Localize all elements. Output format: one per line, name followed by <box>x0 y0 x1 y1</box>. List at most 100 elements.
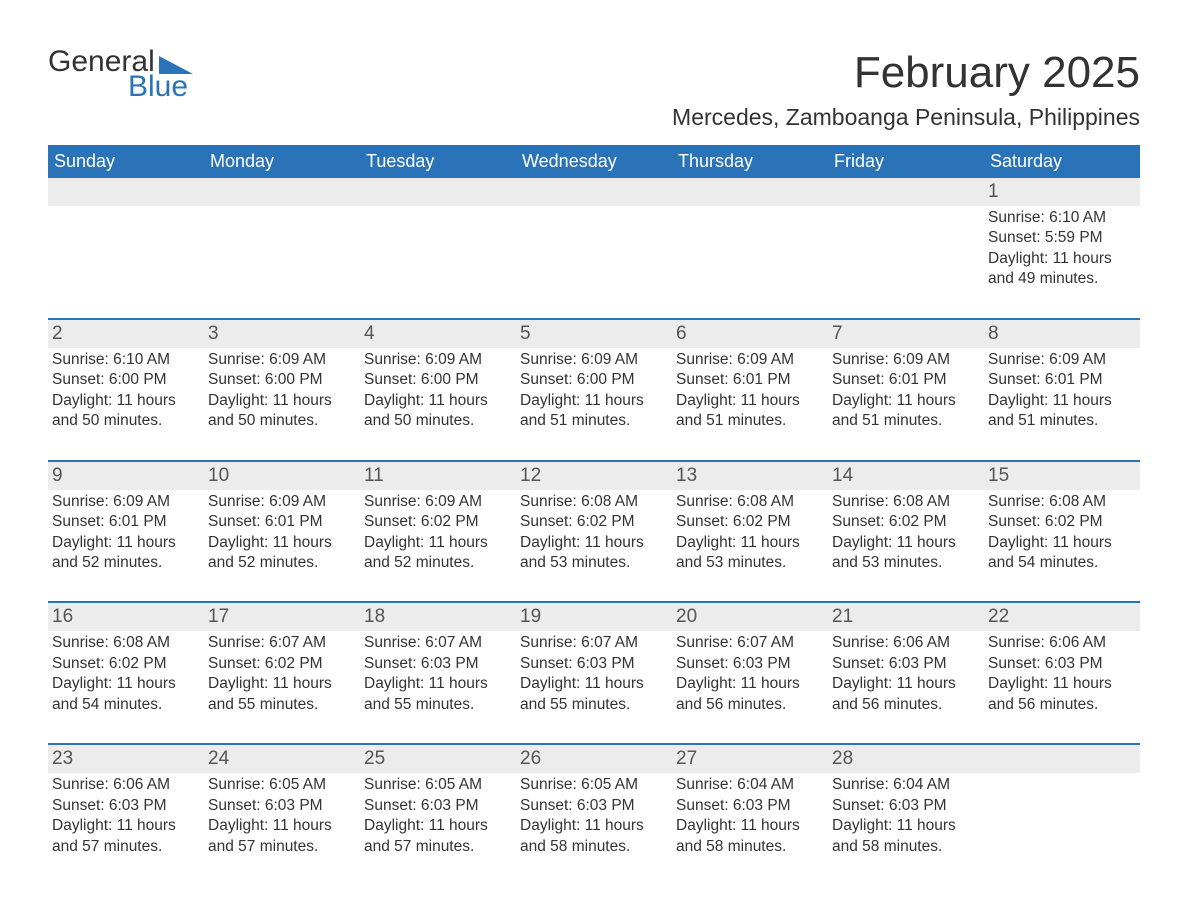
day-detail-line: Sunset: 6:03 PM <box>520 796 668 816</box>
day-detail-cell: Sunrise: 6:09 AMSunset: 6:00 PMDaylight:… <box>204 348 360 460</box>
day-detail-line: Sunrise: 6:10 AM <box>52 350 200 370</box>
day-number: 15 <box>984 462 1140 490</box>
day-detail-cell: Sunrise: 6:04 AMSunset: 6:03 PMDaylight:… <box>672 773 828 875</box>
day-number: 8 <box>984 320 1140 348</box>
day-number: 17 <box>204 603 360 631</box>
detail-row: Sunrise: 6:09 AMSunset: 6:01 PMDaylight:… <box>48 490 1140 602</box>
day-detail-line: Daylight: 11 hours <box>364 674 512 694</box>
weeks-container: 1Sunrise: 6:10 AMSunset: 5:59 PMDaylight… <box>48 178 1140 875</box>
day-detail-line: Sunset: 6:00 PM <box>208 370 356 390</box>
day-detail-line: Sunrise: 6:04 AM <box>832 775 980 795</box>
day-detail-line: Daylight: 11 hours <box>520 816 668 836</box>
detail-row: Sunrise: 6:06 AMSunset: 6:03 PMDaylight:… <box>48 773 1140 875</box>
day-detail-line: Sunrise: 6:05 AM <box>364 775 512 795</box>
day-detail-line: and 58 minutes. <box>676 837 824 857</box>
day-detail-line: Sunset: 6:03 PM <box>832 654 980 674</box>
day-detail-line: Daylight: 11 hours <box>832 816 980 836</box>
day-detail-cell <box>204 206 360 318</box>
day-detail-line: Sunrise: 6:09 AM <box>832 350 980 370</box>
day-detail-cell: Sunrise: 6:07 AMSunset: 6:03 PMDaylight:… <box>672 631 828 743</box>
day-detail-line: and 53 minutes. <box>520 553 668 573</box>
day-detail-cell: Sunrise: 6:09 AMSunset: 6:00 PMDaylight:… <box>360 348 516 460</box>
day-detail-line: Daylight: 11 hours <box>208 533 356 553</box>
day-detail-line: and 56 minutes. <box>988 695 1136 715</box>
day-detail-line: Daylight: 11 hours <box>832 391 980 411</box>
day-detail-line: Sunrise: 6:07 AM <box>676 633 824 653</box>
day-detail-line: Sunset: 6:02 PM <box>676 512 824 532</box>
day-number: 11 <box>360 462 516 490</box>
day-detail-cell: Sunrise: 6:06 AMSunset: 6:03 PMDaylight:… <box>984 631 1140 743</box>
day-number: 19 <box>516 603 672 631</box>
day-number <box>48 178 204 206</box>
daynum-band: 9101112131415 <box>48 460 1140 490</box>
day-detail-line: and 51 minutes. <box>832 411 980 431</box>
day-detail-line: Sunrise: 6:04 AM <box>676 775 824 795</box>
day-number: 25 <box>360 745 516 773</box>
day-detail-line: Sunrise: 6:05 AM <box>208 775 356 795</box>
title-block: February 2025 Mercedes, Zamboanga Penins… <box>672 48 1140 131</box>
day-detail-line: and 57 minutes. <box>364 837 512 857</box>
day-detail-line: Sunset: 6:01 PM <box>208 512 356 532</box>
day-detail-line: and 53 minutes. <box>832 553 980 573</box>
day-detail-line: Sunrise: 6:09 AM <box>364 492 512 512</box>
day-detail-line: Sunset: 6:01 PM <box>988 370 1136 390</box>
day-detail-cell: Sunrise: 6:07 AMSunset: 6:03 PMDaylight:… <box>516 631 672 743</box>
day-number <box>516 178 672 206</box>
day-number: 26 <box>516 745 672 773</box>
day-detail-line: Daylight: 11 hours <box>988 249 1136 269</box>
day-detail-line: Sunrise: 6:09 AM <box>520 350 668 370</box>
day-detail-line: Daylight: 11 hours <box>676 391 824 411</box>
day-detail-line: Sunset: 6:01 PM <box>832 370 980 390</box>
day-detail-cell: Sunrise: 6:08 AMSunset: 6:02 PMDaylight:… <box>828 490 984 602</box>
daynum-band: 16171819202122 <box>48 601 1140 631</box>
calendar: SundayMondayTuesdayWednesdayThursdayFrid… <box>48 145 1140 875</box>
day-detail-line: Daylight: 11 hours <box>988 391 1136 411</box>
brand-word-2: Blue <box>48 73 193 102</box>
day-detail-cell: Sunrise: 6:05 AMSunset: 6:03 PMDaylight:… <box>516 773 672 875</box>
day-detail-line: Daylight: 11 hours <box>676 816 824 836</box>
day-detail-line: Sunrise: 6:07 AM <box>208 633 356 653</box>
day-detail-line: and 54 minutes. <box>52 695 200 715</box>
detail-row: Sunrise: 6:10 AMSunset: 5:59 PMDaylight:… <box>48 206 1140 318</box>
day-detail-line: Daylight: 11 hours <box>520 674 668 694</box>
day-number: 28 <box>828 745 984 773</box>
day-detail-line: Sunrise: 6:07 AM <box>520 633 668 653</box>
day-detail-cell: Sunrise: 6:09 AMSunset: 6:00 PMDaylight:… <box>516 348 672 460</box>
page-title: February 2025 <box>672 48 1140 98</box>
day-detail-line: Daylight: 11 hours <box>520 391 668 411</box>
day-detail-line: and 57 minutes. <box>208 837 356 857</box>
weekday-header: Sunday <box>48 145 204 178</box>
day-detail-line: Sunset: 6:02 PM <box>832 512 980 532</box>
day-number: 12 <box>516 462 672 490</box>
day-detail-line: and 51 minutes. <box>676 411 824 431</box>
day-detail-line: Daylight: 11 hours <box>520 533 668 553</box>
day-detail-line: Sunrise: 6:08 AM <box>832 492 980 512</box>
day-detail-line: Sunrise: 6:09 AM <box>676 350 824 370</box>
day-number: 21 <box>828 603 984 631</box>
day-detail-cell: Sunrise: 6:05 AMSunset: 6:03 PMDaylight:… <box>360 773 516 875</box>
day-detail-line: Sunset: 6:03 PM <box>988 654 1136 674</box>
day-number: 13 <box>672 462 828 490</box>
day-detail-line: Sunrise: 6:08 AM <box>520 492 668 512</box>
day-detail-line: and 53 minutes. <box>676 553 824 573</box>
day-detail-cell <box>828 206 984 318</box>
daynum-band: 2345678 <box>48 318 1140 348</box>
day-detail-line: Daylight: 11 hours <box>52 674 200 694</box>
day-number: 7 <box>828 320 984 348</box>
day-detail-line: and 58 minutes. <box>832 837 980 857</box>
day-detail-line: Sunset: 6:03 PM <box>520 654 668 674</box>
day-detail-line: Sunrise: 6:09 AM <box>988 350 1136 370</box>
day-detail-line: Daylight: 11 hours <box>208 816 356 836</box>
day-detail-line: and 55 minutes. <box>208 695 356 715</box>
day-detail-cell: Sunrise: 6:08 AMSunset: 6:02 PMDaylight:… <box>516 490 672 602</box>
day-detail-cell <box>360 206 516 318</box>
day-number: 27 <box>672 745 828 773</box>
day-number: 6 <box>672 320 828 348</box>
day-number: 10 <box>204 462 360 490</box>
day-detail-line: Sunrise: 6:09 AM <box>208 492 356 512</box>
day-detail-line: Sunrise: 6:08 AM <box>52 633 200 653</box>
day-detail-line: Daylight: 11 hours <box>676 533 824 553</box>
day-detail-cell: Sunrise: 6:05 AMSunset: 6:03 PMDaylight:… <box>204 773 360 875</box>
brand-logo: General Blue <box>48 48 193 101</box>
day-detail-line: Sunset: 6:03 PM <box>208 796 356 816</box>
